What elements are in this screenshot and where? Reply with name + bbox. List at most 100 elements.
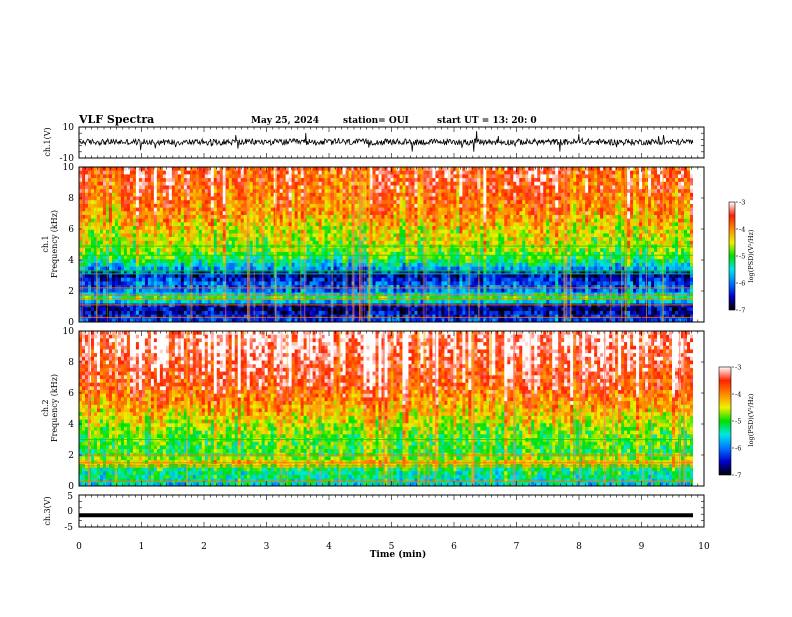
spectrogram-cell xyxy=(211,278,214,282)
spectrogram-cell xyxy=(316,226,319,230)
spectrogram-cell xyxy=(286,285,289,289)
spectrogram-cell xyxy=(211,267,214,271)
spectrogram-cell xyxy=(112,208,115,212)
spectrogram-cell xyxy=(304,182,307,186)
spectrogram-cell xyxy=(217,263,220,267)
spectrogram-cell xyxy=(414,189,417,193)
spectrogram-cell xyxy=(411,200,414,204)
spectrogram-cell xyxy=(91,274,94,278)
spectrogram-cell xyxy=(118,215,121,219)
spectrogram-cell xyxy=(382,241,385,245)
spectrogram-cell xyxy=(280,311,283,315)
spectrogram-cell xyxy=(277,167,280,171)
spectrogram-cell xyxy=(115,285,118,289)
spectrogram-cell xyxy=(145,256,148,260)
spectrogram-cell xyxy=(220,230,223,234)
spectrogram-cell xyxy=(115,174,118,178)
spectrogram-cell xyxy=(133,263,136,267)
spectrogram-cell xyxy=(271,197,274,201)
spectrogram-cell xyxy=(295,311,298,315)
spectrogram-cell xyxy=(130,248,133,252)
spectrogram-cell xyxy=(166,278,169,282)
spectrogram-cell xyxy=(193,267,196,271)
spectrogram-cell xyxy=(169,281,172,285)
spectrogram-cell xyxy=(205,208,208,212)
spectrogram-cell xyxy=(175,222,178,226)
spectrogram-cell xyxy=(187,278,190,282)
spectrogram-cell xyxy=(379,267,382,271)
spectrogram-cell xyxy=(88,178,91,182)
spectrogram-cell xyxy=(148,200,151,204)
spectrogram-cell xyxy=(268,296,271,300)
spectrogram-cell xyxy=(220,233,223,237)
spectrogram-cell xyxy=(145,285,148,289)
spectrogram-cell xyxy=(373,311,376,315)
spectrogram-cell xyxy=(355,230,358,234)
spectrogram-cell xyxy=(405,204,408,208)
spectrogram-cell xyxy=(259,263,262,267)
spectrogram-cell xyxy=(220,237,223,241)
spectrogram-cell xyxy=(175,304,178,308)
spectrogram-cell xyxy=(289,178,292,182)
spectrogram-cell xyxy=(184,211,187,215)
spectrogram-cell xyxy=(211,189,214,193)
spectrogram-cell xyxy=(280,222,283,226)
spectrogram-cell xyxy=(133,241,136,245)
spectrogram-cell xyxy=(202,230,205,234)
spectrogram-cell xyxy=(208,174,211,178)
spectrogram-cell xyxy=(205,278,208,282)
spectrogram-cell xyxy=(396,278,399,282)
spectrogram-cell xyxy=(130,193,133,197)
spectrogram-cell xyxy=(109,300,112,304)
spectrogram-cell xyxy=(118,189,121,193)
spectrogram-cell xyxy=(154,296,157,300)
spectrogram-cell xyxy=(405,256,408,260)
spectrogram-cell xyxy=(139,230,142,234)
spectrogram-cell xyxy=(166,281,169,285)
spectrogram-cell xyxy=(193,226,196,230)
spectrogram-cell xyxy=(390,267,393,271)
spectrogram-cell xyxy=(304,256,307,260)
spectrogram-cell xyxy=(396,263,399,267)
spectrogram-cell xyxy=(124,171,127,175)
spectrogram-cell xyxy=(322,219,325,223)
spectrogram-cell xyxy=(402,285,405,289)
spectrogram-cell xyxy=(139,174,142,178)
spectrogram-cell xyxy=(217,182,220,186)
spectrogram-cell xyxy=(244,241,247,245)
spectrogram-cell xyxy=(280,315,283,319)
spectrogram-cell xyxy=(184,182,187,186)
spectrogram-cell xyxy=(160,197,163,201)
spectrogram-cell xyxy=(388,219,391,223)
spectrogram-cell xyxy=(163,200,166,204)
spectrogram-cell xyxy=(160,222,163,226)
spectrogram-cell xyxy=(349,193,352,197)
spectrogram-cell xyxy=(154,215,157,219)
spectrogram-cell xyxy=(325,189,328,193)
spectrogram-cell xyxy=(337,281,340,285)
spectrogram-cell xyxy=(319,222,322,226)
spectrogram-cell xyxy=(307,174,310,178)
spectrogram-cell xyxy=(310,237,313,241)
spectrogram-cell xyxy=(390,263,393,267)
spectrogram-cell xyxy=(214,219,217,223)
spectrogram-cell xyxy=(268,285,271,289)
spectrogram-cell xyxy=(334,248,337,252)
spectrogram-cell xyxy=(199,256,202,260)
spectrogram-cell xyxy=(121,237,124,241)
spectrogram-cell xyxy=(259,182,262,186)
spectrogram-cell xyxy=(280,278,283,282)
spectrogram-cell xyxy=(142,233,145,237)
spectrogram-cell xyxy=(337,263,340,267)
spectrogram-cell xyxy=(316,233,319,237)
spectrogram-cell xyxy=(172,289,175,293)
spectrogram-cell xyxy=(393,200,396,204)
spectrogram-cell xyxy=(373,241,376,245)
spectrogram-cell xyxy=(292,307,295,311)
spectrogram-cell xyxy=(340,281,343,285)
spectrogram-cell xyxy=(343,185,346,189)
spectrogram-cell xyxy=(202,304,205,308)
spectrogram-cell xyxy=(175,259,178,263)
spectrogram-cell xyxy=(130,315,133,319)
spectrogram-cell xyxy=(121,211,124,215)
